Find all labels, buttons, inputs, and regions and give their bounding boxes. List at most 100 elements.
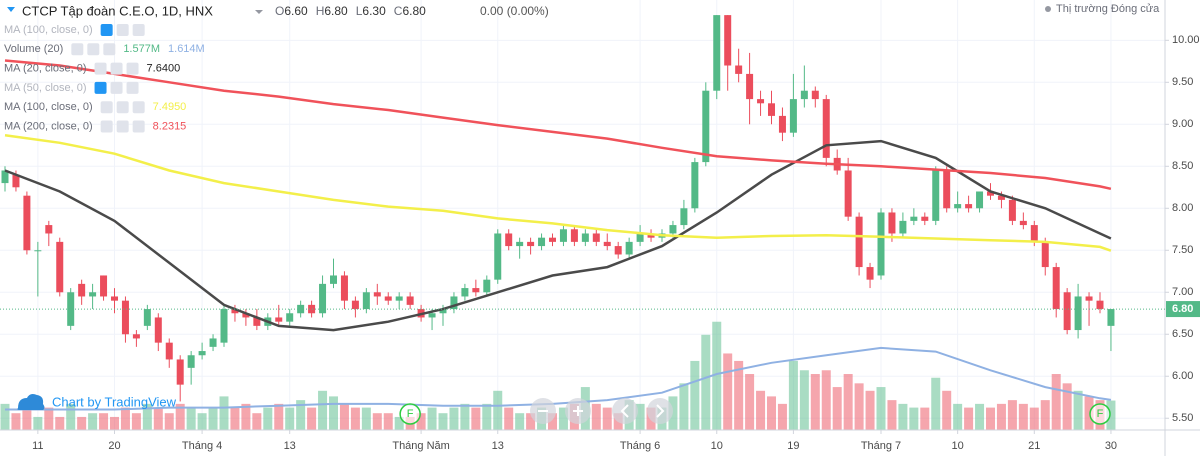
volume-bar xyxy=(1062,383,1072,430)
candle-body xyxy=(669,225,677,234)
grid xyxy=(0,0,1165,430)
candle-body xyxy=(100,275,108,297)
candle-body xyxy=(778,115,786,133)
volume-bar xyxy=(1029,407,1039,430)
candle-body xyxy=(330,275,337,284)
candle-body xyxy=(505,233,513,247)
volume-bar xyxy=(602,407,612,430)
candle-body xyxy=(592,233,600,242)
candle-body xyxy=(286,313,294,322)
candle-body xyxy=(132,334,140,339)
legend-button[interactable] xyxy=(94,62,107,75)
legend-button[interactable] xyxy=(132,101,145,114)
candle-body xyxy=(253,317,261,326)
candle-body xyxy=(406,296,414,305)
legend-button[interactable] xyxy=(116,120,129,133)
candle-body xyxy=(899,220,907,234)
legend-button[interactable] xyxy=(116,24,129,36)
status-dot xyxy=(1045,6,1051,12)
volume-bar xyxy=(296,400,306,430)
candle-body xyxy=(483,279,491,293)
volume-bar xyxy=(66,403,76,430)
dropdown-caret[interactable] xyxy=(255,10,263,14)
legend-button[interactable] xyxy=(126,62,139,75)
volume-bar xyxy=(285,407,295,430)
legend-button[interactable] xyxy=(132,24,145,36)
candle-body xyxy=(538,237,546,247)
event-marker[interactable] xyxy=(399,403,421,425)
quote-value: 6.80 xyxy=(324,4,348,18)
legend-value: 8.2315 xyxy=(153,120,187,132)
candle-body xyxy=(1052,267,1060,310)
x-tick-label: 10 xyxy=(952,440,964,452)
volume-bar xyxy=(712,321,722,430)
volume-bar xyxy=(186,407,196,430)
event-marker[interactable] xyxy=(1089,403,1111,425)
candle-body xyxy=(713,15,721,91)
candle-body xyxy=(691,162,699,209)
candle-body xyxy=(450,296,458,310)
candle-body xyxy=(428,313,436,318)
quote-value: 6.30 xyxy=(362,4,386,18)
volume-bar xyxy=(788,360,798,430)
legend-button[interactable] xyxy=(87,43,100,56)
candle-body xyxy=(647,233,655,238)
tradingview-logo[interactable] xyxy=(17,394,45,410)
legend-button[interactable] xyxy=(103,43,116,56)
volume-bar xyxy=(449,407,459,430)
legend-name: MA (100, close, 0) xyxy=(4,101,93,113)
market-status: Thị trường Đóng cửa xyxy=(1056,3,1160,15)
volume-bar xyxy=(701,334,711,430)
candle-body xyxy=(340,275,348,301)
candle-body xyxy=(1096,300,1104,310)
candle-body xyxy=(987,191,994,196)
legend-button[interactable] xyxy=(100,120,113,133)
volume-bar xyxy=(745,374,755,430)
candle-body xyxy=(855,216,863,268)
legend-button[interactable] xyxy=(126,81,139,94)
scroll-right-button[interactable] xyxy=(647,398,673,424)
candle-body xyxy=(1085,296,1093,301)
volume-bar xyxy=(22,407,32,430)
volume-bar xyxy=(1018,403,1028,430)
legend-button[interactable] xyxy=(100,24,113,36)
legend-button[interactable] xyxy=(71,43,84,56)
candle-body xyxy=(1074,296,1082,331)
legend-button[interactable] xyxy=(116,101,129,114)
legend-button[interactable] xyxy=(94,81,107,94)
legend-button[interactable] xyxy=(110,81,123,94)
volume-bar xyxy=(361,407,371,430)
candle-body xyxy=(888,212,896,234)
candle-body xyxy=(943,170,951,209)
volume-bar xyxy=(767,396,776,430)
candle-body xyxy=(976,191,984,209)
legend-button[interactable] xyxy=(100,101,113,114)
candle-body xyxy=(176,359,184,385)
candle-body xyxy=(231,309,239,314)
indicator-line xyxy=(4,59,1112,191)
candle-body xyxy=(1030,225,1038,242)
candle-body xyxy=(220,309,228,343)
volume-bar xyxy=(548,413,557,430)
y-tick-label: 7.50 xyxy=(1172,244,1193,256)
candle-body xyxy=(1008,199,1016,221)
branding[interactable]: Chart by TradingView xyxy=(17,394,177,410)
candle-body xyxy=(34,250,42,252)
legend-button[interactable] xyxy=(132,120,145,133)
candle-body xyxy=(954,204,962,209)
volume-bar xyxy=(263,407,273,430)
volume-bar xyxy=(383,413,393,430)
event-label: F xyxy=(1097,408,1104,420)
volume-bar xyxy=(504,407,514,430)
x-tick-label: Tháng Năm xyxy=(392,440,449,452)
branding-text[interactable]: Chart by TradingView xyxy=(52,394,177,409)
candle-body xyxy=(187,355,195,368)
candle-body xyxy=(702,90,710,163)
volume-bar xyxy=(471,407,481,430)
legend-button[interactable] xyxy=(110,62,123,75)
volume-bar xyxy=(1051,374,1061,430)
scroll-left-button[interactable] xyxy=(612,398,638,424)
candle-body xyxy=(910,216,918,221)
volume-bar xyxy=(975,403,985,430)
